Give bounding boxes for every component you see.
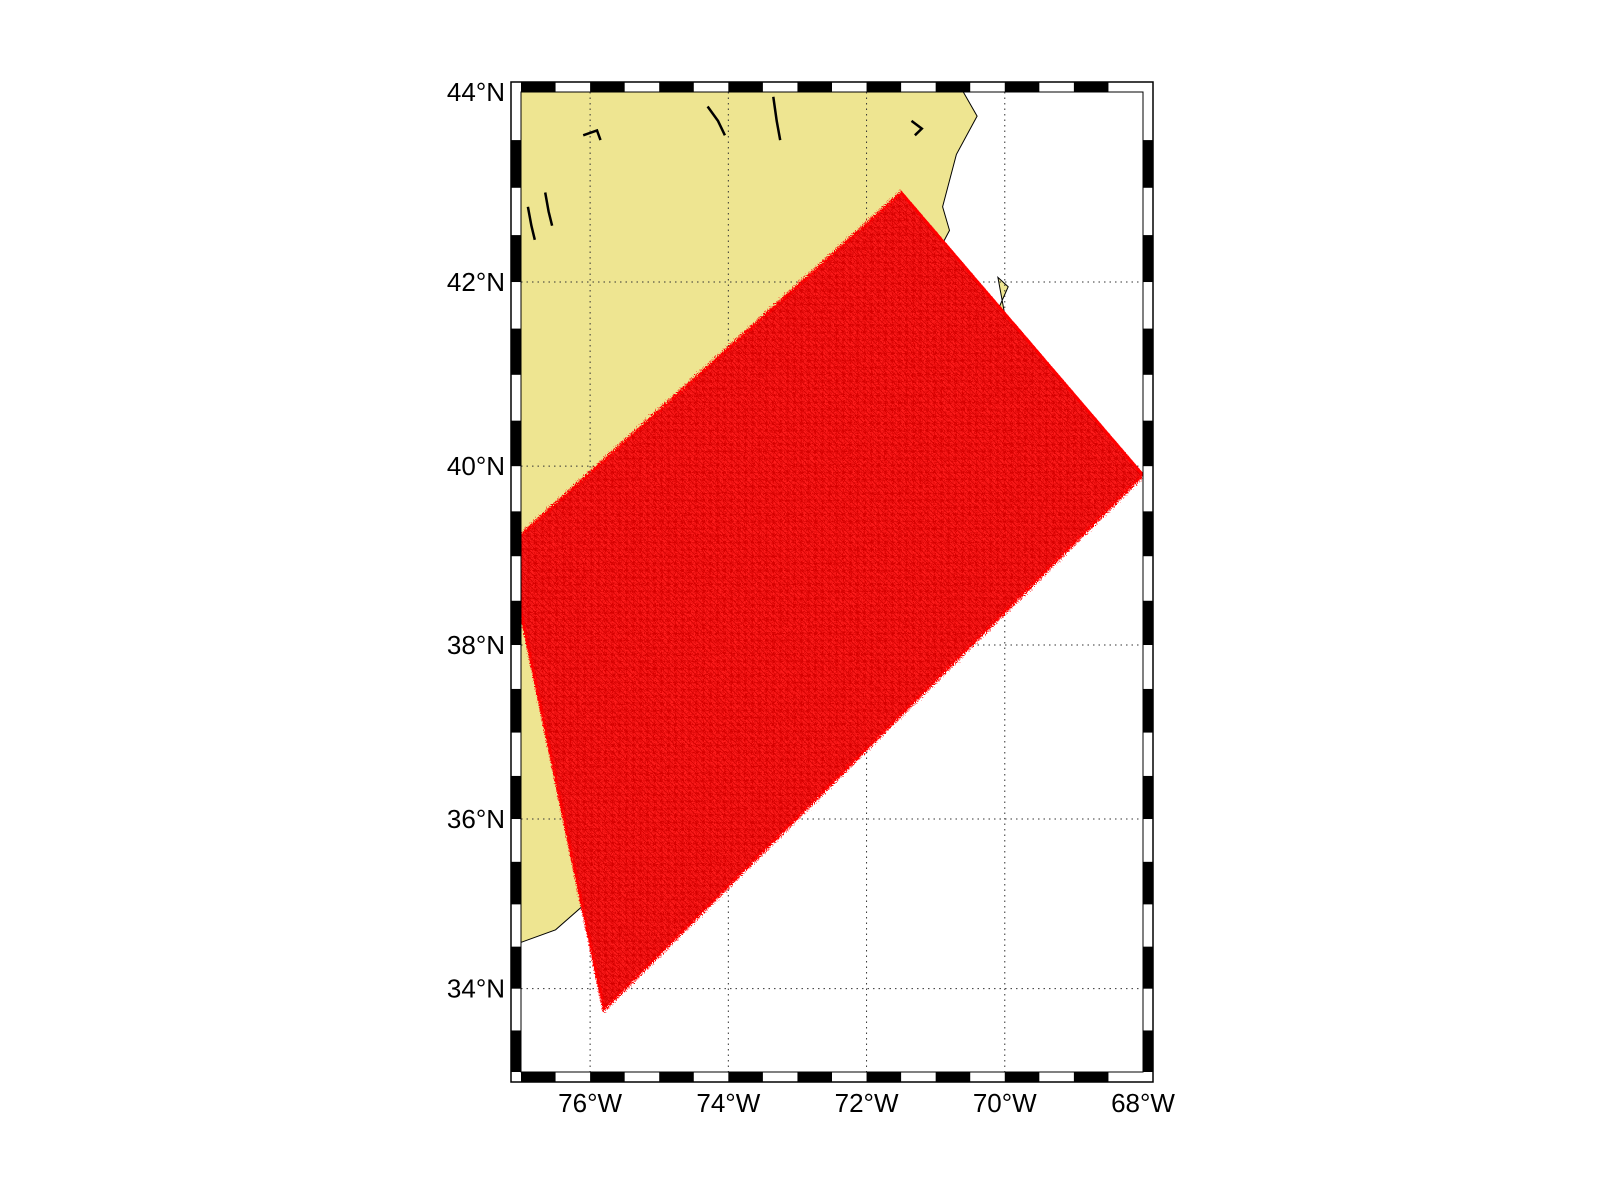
frame-segment xyxy=(728,82,763,92)
frame-segment xyxy=(1143,861,1153,905)
frame-segment xyxy=(511,600,521,646)
frame-segment xyxy=(1004,82,1040,92)
lat-tick-label-38: 38°N xyxy=(447,630,505,660)
lon-tick-label-72w: 72°W xyxy=(835,1088,899,1118)
lake-outline xyxy=(582,128,602,141)
frame-segment xyxy=(511,235,521,283)
frame-segment xyxy=(1143,1030,1153,1072)
frame-segment xyxy=(866,82,902,92)
lat-tick-label-40: 40°N xyxy=(447,451,505,481)
frame-segment xyxy=(1143,511,1153,557)
frame-segment xyxy=(590,82,625,92)
frame-outline xyxy=(510,81,1154,1083)
frame-segment xyxy=(1143,600,1153,646)
frame-segment xyxy=(935,82,971,92)
frame-segment xyxy=(1143,328,1153,375)
frame-segment xyxy=(521,82,556,92)
frame-segment xyxy=(590,1072,625,1082)
map-frame xyxy=(510,81,1154,1083)
frame-segment xyxy=(1073,82,1109,92)
frame-segment xyxy=(935,1072,971,1082)
frame-segment xyxy=(797,82,832,92)
lon-tick-labels: 76°W 74°W 72°W 70°W 68°W xyxy=(558,1088,1175,1118)
frame-segment xyxy=(1004,1072,1040,1082)
frame-segment xyxy=(1143,946,1153,989)
frame-segment xyxy=(1143,235,1153,283)
frame-segment xyxy=(866,1072,902,1082)
frame-left-band xyxy=(511,92,521,1072)
frame-segment xyxy=(511,688,521,733)
frame-segment xyxy=(511,420,521,467)
frame-right-band xyxy=(1143,92,1153,1072)
lat-tick-labels: 34°N 36°N 38°N 40°N 42°N 44°N xyxy=(447,77,505,1004)
lake-outline xyxy=(706,105,727,136)
frame-segment xyxy=(511,328,521,375)
lake-outline xyxy=(543,192,554,226)
plot-outline xyxy=(520,91,1144,1073)
frame-segment xyxy=(511,1030,521,1072)
lon-tick-label-76w: 76°W xyxy=(558,1088,622,1118)
frame-segment xyxy=(659,82,694,92)
lon-tick-label-70w: 70°W xyxy=(973,1088,1037,1118)
frame-segment xyxy=(659,1072,694,1082)
frame-segment xyxy=(511,861,521,905)
lat-tick-label-44: 44°N xyxy=(447,77,505,107)
model-grid-points xyxy=(521,190,1143,1013)
lake-features xyxy=(526,96,924,241)
frame-segment xyxy=(511,511,521,557)
lake-outline xyxy=(910,119,924,137)
frame-segment xyxy=(1143,140,1153,188)
frame-segment xyxy=(511,946,521,989)
frame-segment xyxy=(1143,688,1153,733)
frame-segment xyxy=(511,140,521,188)
lake-outline xyxy=(772,96,782,141)
frame-segment xyxy=(728,1072,763,1082)
frame-segment xyxy=(511,775,521,820)
lat-tick-label-36: 36°N xyxy=(447,804,505,834)
frame-segment xyxy=(1143,775,1153,820)
frame-segment xyxy=(797,1072,832,1082)
lon-tick-label-74w: 74°W xyxy=(696,1088,760,1118)
lat-tick-label-34: 34°N xyxy=(447,974,505,1004)
frame-segment xyxy=(521,1072,556,1082)
lake-outline xyxy=(526,206,537,241)
lat-tick-label-42: 42°N xyxy=(447,267,505,297)
frame-segment xyxy=(1143,420,1153,467)
lon-tick-label-68w: 68°W xyxy=(1111,1088,1175,1118)
frame-segment xyxy=(1073,1072,1109,1082)
